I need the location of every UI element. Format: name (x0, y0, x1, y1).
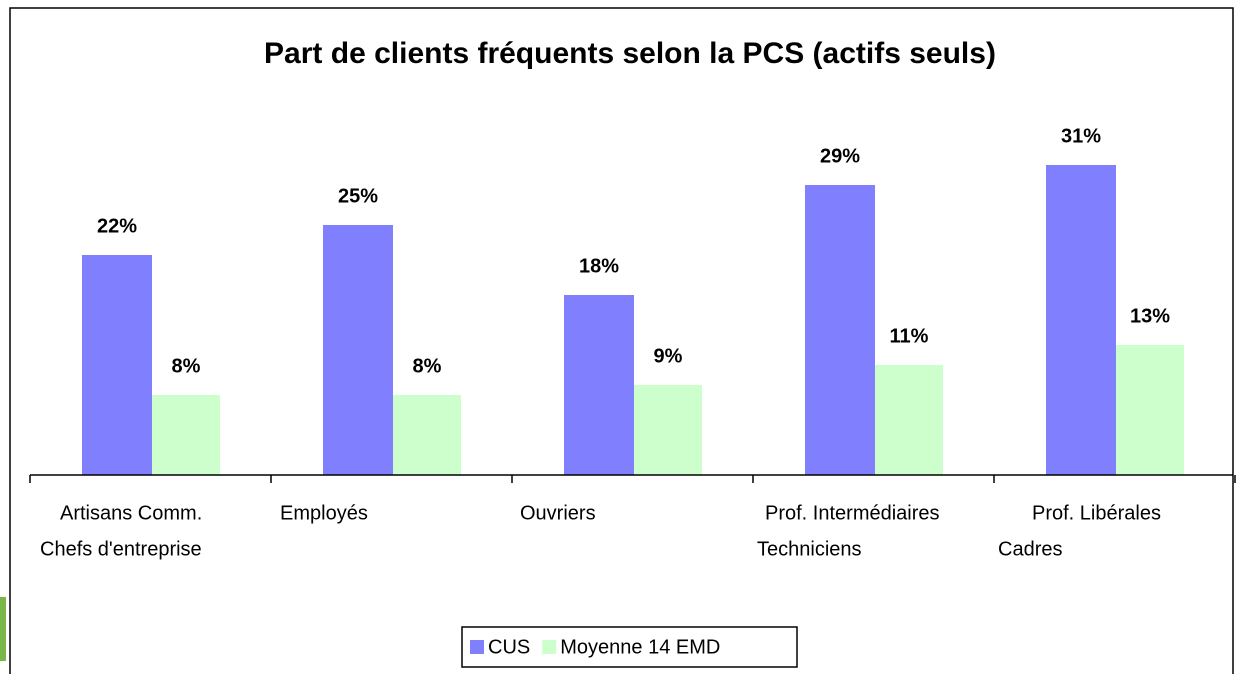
bar (393, 395, 461, 475)
data-label: 8% (172, 355, 201, 377)
x-tick-label: Prof. Libérales (1032, 502, 1161, 524)
legend-box (461, 626, 798, 668)
data-label: 9% (654, 345, 683, 367)
chart-title: Part de clients fréquents selon la PCS (… (264, 37, 996, 70)
data-label: 11% (890, 325, 929, 347)
bar (634, 385, 702, 475)
data-label: 13% (1130, 305, 1170, 327)
data-label: 18% (579, 255, 619, 277)
x-tick-label: Chefs d'entreprise (40, 538, 202, 560)
side-decoration (0, 597, 6, 661)
bar (564, 295, 634, 475)
bar (1116, 345, 1184, 475)
x-tick-label: Artisans Comm. (60, 502, 202, 524)
x-tick-label: Techniciens (757, 538, 862, 560)
legend-label: Moyenne 14 EMD (560, 636, 720, 658)
bar (82, 255, 152, 475)
x-tick-label: Ouvriers (520, 502, 596, 524)
data-label: 22% (97, 215, 137, 237)
x-tick-label: Prof. Intermédiaires (765, 502, 940, 524)
data-label: 25% (338, 185, 378, 207)
legend-swatch (542, 640, 557, 654)
bar (805, 185, 875, 475)
data-label: 8% (413, 355, 442, 377)
chart-frame (9, 7, 1234, 674)
bar (1046, 165, 1116, 475)
legend-label: CUS (488, 636, 530, 658)
bar (875, 365, 943, 475)
data-label: 31% (1061, 125, 1101, 147)
x-tick-label: Cadres (998, 538, 1062, 560)
data-label: 29% (820, 145, 860, 167)
legend-swatch (470, 640, 484, 654)
bar (152, 395, 220, 475)
bar (323, 225, 393, 475)
x-tick-label: Employés (280, 502, 368, 524)
